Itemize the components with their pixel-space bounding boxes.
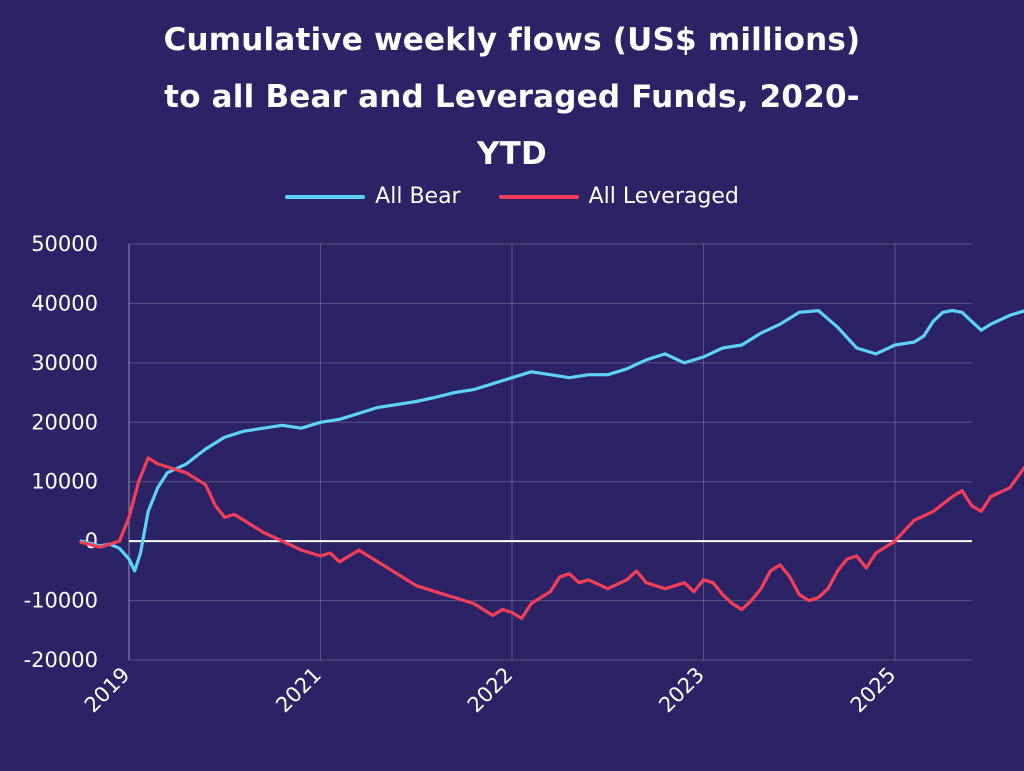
y-tick-label: 20000 [31, 410, 98, 434]
y-tick-label: 50000 [31, 232, 98, 256]
x-tick-label: 2021 [271, 663, 326, 718]
series-lines [79, 309, 1024, 620]
x-tick-label: 2023 [654, 663, 709, 718]
chart-title-line-2: to all Bear and Leveraged Funds, 2020- [164, 79, 860, 115]
grid-lines [128, 243, 972, 661]
chart-title: Cumulative weekly flows (US$ millions) t… [112, 12, 912, 183]
legend-label-all-leveraged: All Leveraged [588, 184, 739, 209]
y-tick-label: 30000 [31, 351, 98, 375]
chart-legend: All Bear All Leveraged [0, 184, 1024, 209]
y-tick-label: -20000 [24, 648, 98, 672]
x-tick-label: 2022 [463, 663, 518, 718]
series-line-all-bear [79, 309, 1024, 573]
y-tick-label: -10000 [24, 589, 98, 613]
chart-title-line-1: Cumulative weekly flows (US$ millions) [163, 22, 861, 58]
chart-title-line-3: YTD [477, 136, 547, 172]
legend-swatch-all-bear [285, 194, 366, 199]
x-tick-label: 2025 [846, 663, 901, 718]
y-tick-label: 10000 [31, 470, 98, 494]
y-tick-label: 40000 [31, 291, 98, 315]
legend-label-all-bear: All Bear [375, 184, 461, 209]
series-line-all-leveraged [79, 456, 1024, 620]
legend-item-all-bear: All Bear [285, 184, 461, 209]
legend-swatch-all-leveraged [498, 194, 579, 199]
x-axis-ticks: 2019 2021 2022 2023 2025 [80, 663, 901, 718]
legend-item-all-leveraged: All Leveraged [498, 184, 739, 209]
